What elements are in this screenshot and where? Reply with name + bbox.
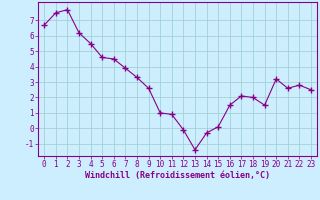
X-axis label: Windchill (Refroidissement éolien,°C): Windchill (Refroidissement éolien,°C) xyxy=(85,171,270,180)
